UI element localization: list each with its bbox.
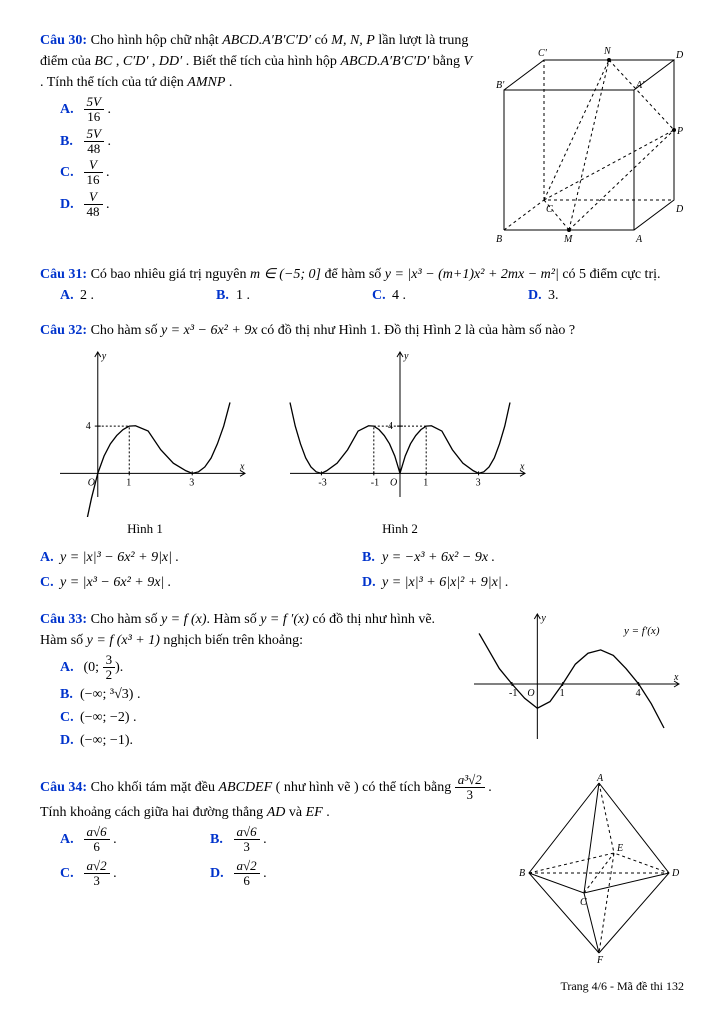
svg-text:C: C xyxy=(546,204,553,215)
q32-graph-2: Oyx-3-1134 Hình 2 xyxy=(270,347,530,539)
q31-label: Câu 31: xyxy=(40,267,87,282)
q34-opt-d: a√26 xyxy=(234,859,260,889)
svg-text:M: M xyxy=(563,234,573,245)
q34-opt-a: a√66 xyxy=(84,825,110,855)
svg-text:x: x xyxy=(673,672,679,683)
svg-text:D': D' xyxy=(675,50,684,61)
q32-b-label: B. xyxy=(362,547,382,568)
svg-text:A: A xyxy=(635,234,643,245)
q30-text: Cho hình hộp chữ nhật ABCD.A′B′C′D′ có M… xyxy=(40,33,472,90)
q32-text: Cho hàm số y = x³ − 6x² + 9x có đồ thị n… xyxy=(91,323,575,338)
q33-b-label: B. xyxy=(60,684,80,705)
q31-c-label: C. xyxy=(372,285,392,306)
q34-b-label: B. xyxy=(210,829,230,850)
svg-text:1: 1 xyxy=(560,688,565,699)
question-31: Câu 31: Có bao nhiêu giá trị nguyên m ∈ … xyxy=(40,264,684,306)
svg-text:B: B xyxy=(519,868,525,879)
svg-text:1: 1 xyxy=(423,477,428,488)
q32-opt-b: y = −x³ + 6x² − 9x . xyxy=(382,550,495,565)
q33-figure: Oy x -1 1 4 y = f′(x) xyxy=(454,609,684,759)
svg-text:1: 1 xyxy=(126,477,131,488)
q30-opt-a-label: A. xyxy=(60,99,80,120)
q30-opt-d: V48 xyxy=(84,190,103,220)
q33-d-label: D. xyxy=(60,730,80,751)
svg-text:3: 3 xyxy=(189,477,194,488)
q30-opt-a: 5V16 xyxy=(84,95,104,125)
svg-text:N: N xyxy=(603,46,612,57)
q30-opt-d-label: D. xyxy=(60,194,80,215)
q30-label: Câu 30: xyxy=(40,33,87,48)
q34-d-label: D. xyxy=(210,863,230,884)
q31-opt-c: 4 . xyxy=(392,288,406,303)
q31-d-label: D. xyxy=(528,285,548,306)
svg-text:D: D xyxy=(675,204,684,215)
svg-text:4: 4 xyxy=(86,421,91,432)
q34-a-label: A. xyxy=(60,829,80,850)
q33-label: Câu 33: xyxy=(40,612,87,627)
q33-opt-d: (−∞; −1). xyxy=(80,733,133,748)
question-33: Câu 33: Cho hàm số y = f (x). Hàm số y =… xyxy=(40,609,684,759)
svg-text:y: y xyxy=(540,613,546,624)
q30-opt-b: 5V48 xyxy=(84,127,104,157)
q31-opt-d: 3. xyxy=(548,288,559,303)
q33-c-label: C. xyxy=(60,707,80,728)
q34-figure: A B D C E F xyxy=(514,773,684,963)
question-32: Câu 32: Cho hàm số y = x³ − 6x² + 9x có … xyxy=(40,320,684,595)
q34-label: Câu 34: xyxy=(40,780,87,795)
q34-text: Cho khối tám mặt đều ABCDEF ( như hình v… xyxy=(40,780,492,821)
q30-opt-b-label: B. xyxy=(60,131,80,152)
svg-text:A': A' xyxy=(635,80,645,91)
q33-opt-b: (−∞; ³√3) . xyxy=(80,687,140,702)
svg-text:B': B' xyxy=(496,80,505,91)
svg-text:C: C xyxy=(580,897,587,908)
svg-text:O: O xyxy=(390,477,397,488)
q32-opt-c: y = |x³ − 6x² + 9x| . xyxy=(60,575,171,590)
q33-opt-a: (0; 32). xyxy=(84,660,124,675)
q30-opt-c-label: C. xyxy=(60,162,80,183)
q33-a-label: A. xyxy=(60,657,80,678)
q32-a-label: A. xyxy=(40,547,60,568)
svg-text:y = f′(x): y = f′(x) xyxy=(623,625,660,637)
page-footer: Trang 4/6 - Mã đề thi 132 xyxy=(40,977,684,995)
svg-text:C': C' xyxy=(538,48,548,59)
svg-text:D: D xyxy=(671,868,680,879)
svg-text:-1: -1 xyxy=(371,477,379,488)
q32-label: Câu 32: xyxy=(40,323,87,338)
q33-opt-c: (−∞; −2) . xyxy=(80,710,137,725)
q30-figure: B' A' D' C' B A D C M N P xyxy=(484,30,684,250)
q31-a-label: A. xyxy=(60,285,80,306)
svg-text:-3: -3 xyxy=(318,477,326,488)
q32-d-label: D. xyxy=(362,572,382,593)
svg-text:-1: -1 xyxy=(509,688,517,699)
q32-graph-1: Oyx134 Hình 1 xyxy=(40,347,250,539)
q34-c-label: C. xyxy=(60,863,80,884)
svg-text:x: x xyxy=(239,461,245,472)
q32-opt-a: y = |x|³ − 6x² + 9|x| . xyxy=(60,550,179,565)
q31-opt-b: 1 . xyxy=(236,288,250,303)
svg-text:E: E xyxy=(616,843,623,854)
svg-text:y: y xyxy=(101,351,107,362)
q32-opt-d: y = |x|³ + 6|x|² + 9|x| . xyxy=(382,575,509,590)
q31-text: Có bao nhiêu giá trị nguyên m ∈ (−5; 0] … xyxy=(91,267,661,282)
svg-text:3: 3 xyxy=(476,477,481,488)
svg-text:F: F xyxy=(596,955,604,963)
svg-text:A: A xyxy=(596,773,604,784)
q34-opt-c: a√23 xyxy=(84,859,110,889)
q31-b-label: B. xyxy=(216,285,236,306)
q30-opt-c: V16 xyxy=(84,158,103,188)
question-34: Câu 34: Cho khối tám mặt đều ABCDEF ( nh… xyxy=(40,773,684,963)
svg-text:O: O xyxy=(527,688,534,699)
svg-text:4: 4 xyxy=(636,688,641,699)
svg-text:P: P xyxy=(676,126,683,137)
svg-text:x: x xyxy=(519,461,525,472)
q34-opt-b: a√63 xyxy=(234,825,260,855)
q32-c-label: C. xyxy=(40,572,60,593)
svg-text:y: y xyxy=(403,351,409,362)
q31-opt-a: 2 . xyxy=(80,288,94,303)
svg-text:B: B xyxy=(496,234,502,245)
question-30: Câu 30: Cho hình hộp chữ nhật ABCD.A′B′C… xyxy=(40,30,684,250)
q33-text: Cho hàm số y = f (x). Hàm số y = f ′(x) … xyxy=(40,612,435,648)
